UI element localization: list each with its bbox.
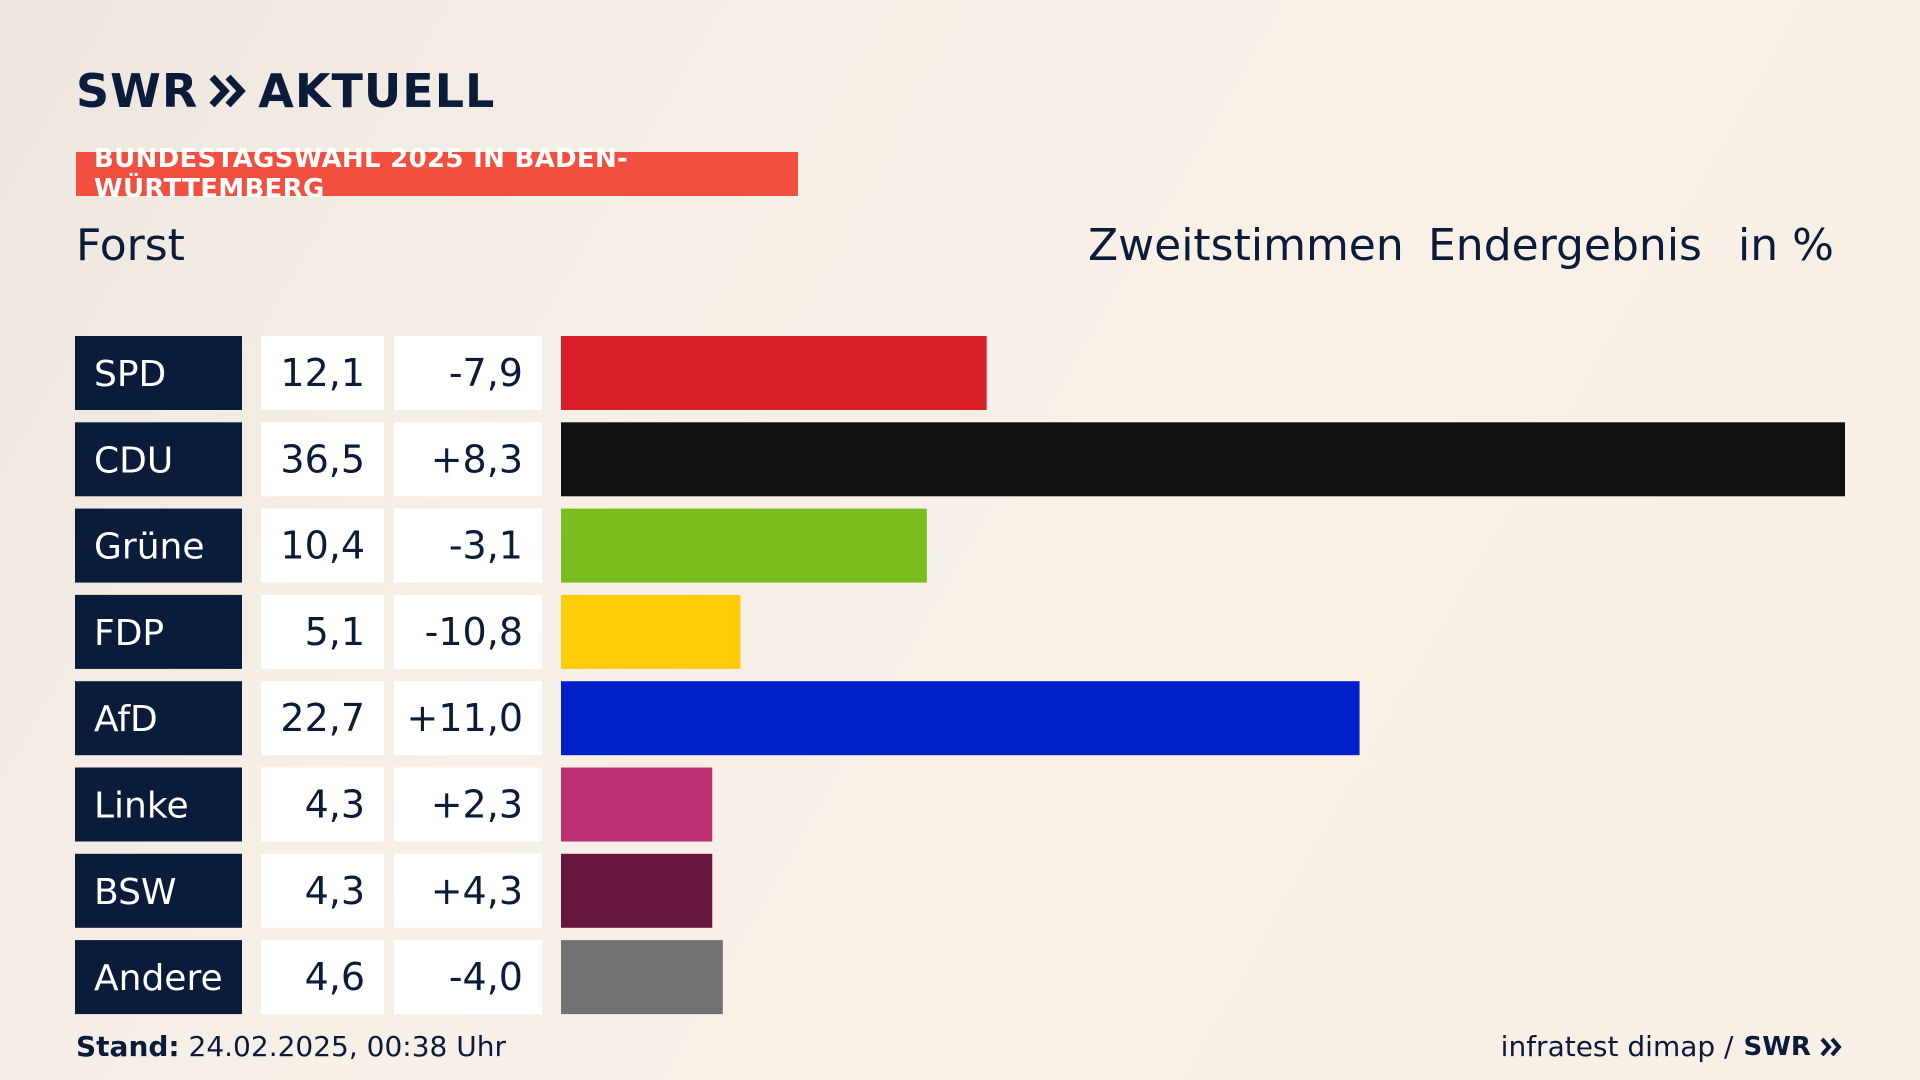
double-chevron-icon (209, 74, 247, 108)
logo-aktuell-text: AKTUELL (258, 64, 496, 118)
change-label: -7,9 (449, 351, 523, 395)
change-box (394, 422, 542, 497)
change-label: +8,3 (431, 437, 523, 481)
result-bar (561, 940, 723, 1015)
result-bar (561, 508, 927, 583)
party-box (75, 508, 242, 583)
value-label: 4,6 (305, 955, 365, 999)
value-box (261, 594, 384, 669)
change-label: -4,0 (449, 955, 523, 999)
change-label: -3,1 (449, 524, 523, 568)
value-label: 10,4 (280, 524, 365, 568)
footer-chevron-icon (1820, 1037, 1842, 1056)
party-label: SPD (94, 354, 166, 395)
result-row: CDU 36,5 +8,3 (75, 422, 1845, 497)
place-title: Forst (76, 220, 185, 271)
change-box (394, 508, 542, 583)
result-row: AfD 22,7 +11,0 (75, 681, 1360, 756)
change-label: +2,3 (431, 783, 523, 827)
result-bar (561, 681, 1360, 756)
result-type-label: Endergebnis (1428, 220, 1702, 271)
result-row: SPD 12,1 -7,9 (75, 336, 987, 410)
change-box (394, 336, 542, 410)
stand-value: 24.02.2025, 00:38 Uhr (188, 1030, 506, 1063)
party-label: Andere (94, 958, 223, 999)
source-credit: infratest dimap / SWR (1501, 1030, 1844, 1063)
change-label: -10,8 (425, 610, 523, 654)
result-bar (561, 853, 713, 928)
value-box (261, 940, 384, 1015)
value-box (261, 853, 384, 928)
footer-swr-text: SWR (1743, 1031, 1811, 1062)
party-label: BSW (94, 872, 177, 913)
change-box (394, 853, 542, 928)
result-row: Linke 4,3 +2,3 (75, 767, 713, 842)
change-label: +11,0 (407, 696, 523, 740)
party-box (75, 767, 242, 842)
party-label: CDU (94, 440, 173, 481)
logo-swr-text: SWR (76, 64, 199, 118)
result-bar (561, 336, 987, 410)
party-label: Grüne (94, 527, 204, 568)
party-box (75, 853, 242, 928)
footer-swr-logo: SWR (1744, 1032, 1845, 1062)
value-label: 4,3 (305, 783, 365, 827)
party-box (75, 336, 242, 410)
value-label: 5,1 (305, 610, 365, 654)
value-label: 22,7 (280, 696, 365, 740)
party-box (75, 422, 242, 497)
stand-label: Stand: (76, 1030, 180, 1063)
swr-aktuell-logo: SWR AKTUELL (76, 64, 496, 118)
value-label: 12,1 (280, 351, 365, 395)
party-label: FDP (94, 613, 164, 654)
party-box (75, 681, 242, 756)
result-bar (561, 422, 1845, 497)
result-bar (561, 767, 713, 842)
party-label: Linke (94, 786, 189, 827)
value-box (261, 422, 384, 497)
result-row: Andere 4,6 -4,0 (75, 940, 723, 1015)
value-box (261, 767, 384, 842)
result-row: BSW 4,3 +4,3 (75, 853, 713, 928)
result-row: FDP 5,1 -10,8 (75, 594, 741, 669)
change-box (394, 940, 542, 1015)
value-label: 4,3 (305, 869, 365, 913)
change-box (394, 681, 542, 756)
change-label: +4,3 (431, 869, 523, 913)
result-row: Grüne 10,4 -3,1 (75, 508, 927, 583)
party-box (75, 594, 242, 669)
value-label: 36,5 (280, 437, 365, 481)
timestamp: Stand: 24.02.2025, 00:38 Uhr (76, 1030, 506, 1063)
source-text: infratest dimap / (1500, 1030, 1734, 1063)
result-bar (561, 594, 741, 669)
party-box (75, 940, 242, 1015)
unit-label: in % (1738, 220, 1834, 271)
vote-type-label: Zweitstimmen (1088, 220, 1404, 271)
results-chart: SPD 12,1 -7,9 CDU 36,5 +8,3 Grüne 10,4 -3,1 FDP 5,… (75, 336, 1845, 1015)
value-box (261, 681, 384, 756)
value-box (261, 336, 384, 410)
change-box (394, 594, 542, 669)
party-label: AfD (94, 699, 158, 740)
change-box (394, 767, 542, 842)
value-box (261, 508, 384, 583)
